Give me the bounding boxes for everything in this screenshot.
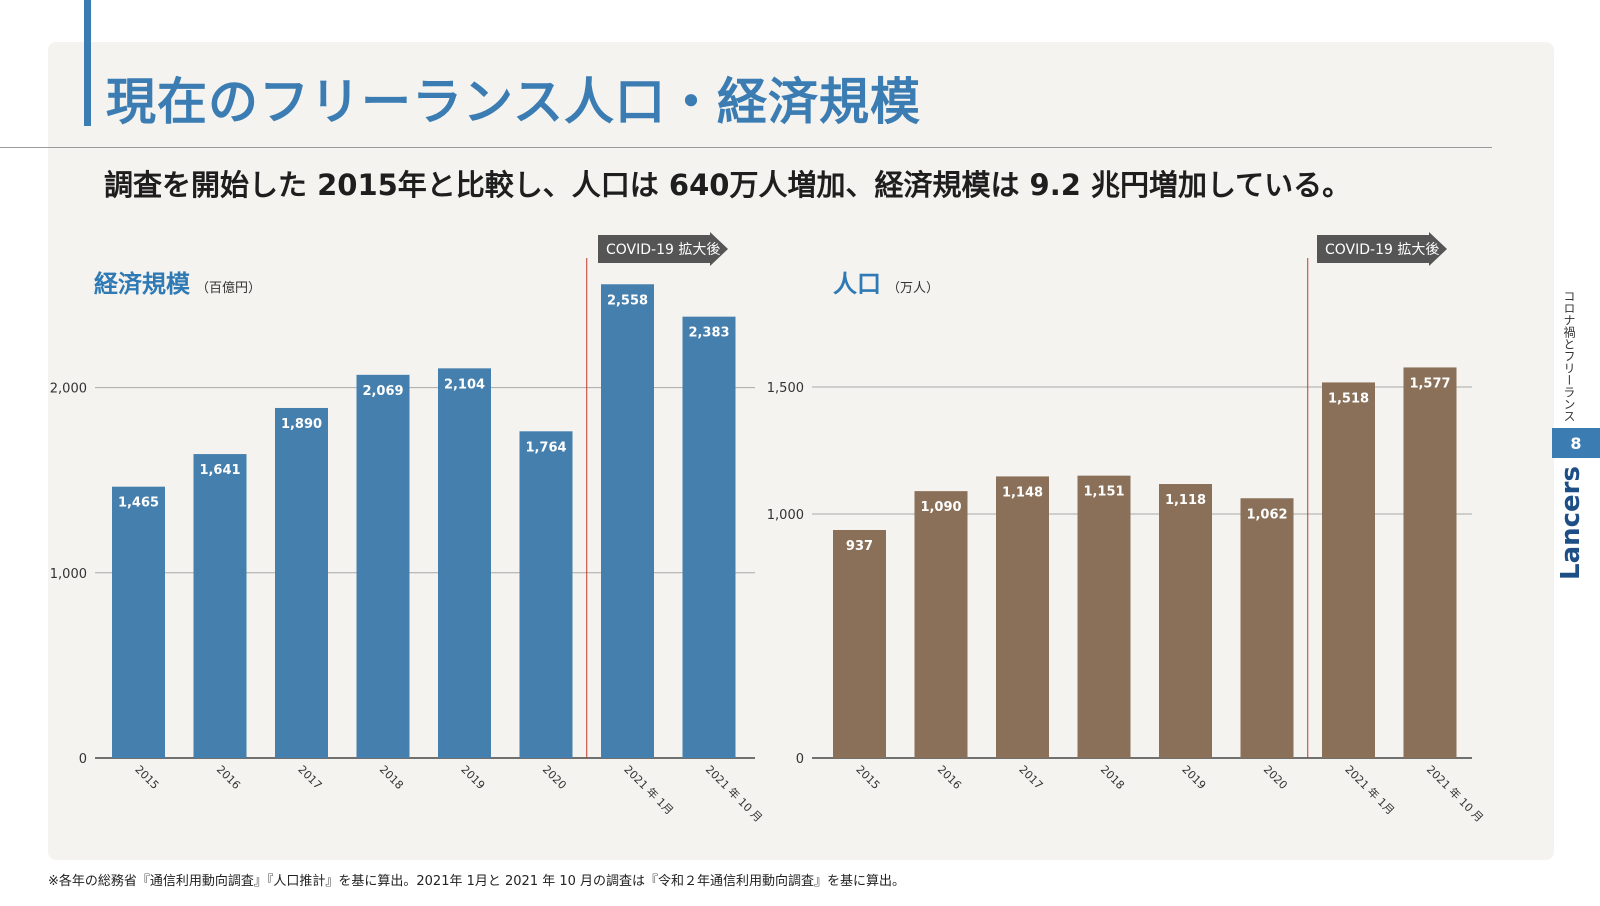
pop-chart-title-text: 人口 — [833, 270, 881, 298]
pop-bar — [914, 491, 968, 758]
pop-bar-label: 937 — [846, 539, 873, 554]
pop-ytick-label: 1,000 — [767, 508, 804, 523]
pop-xtick-label: 2018 — [1098, 763, 1127, 792]
econ-bar-label: 2,104 — [444, 377, 485, 392]
econ-bar — [275, 407, 328, 758]
econ-bar — [193, 454, 247, 758]
title-accent-bar — [84, 0, 91, 126]
econ-bar — [112, 486, 165, 758]
pop-bar — [1322, 382, 1375, 758]
pop-xtick-label: 2019 — [1179, 763, 1208, 792]
pop-bar-label: 1,151 — [1083, 485, 1124, 500]
econ-bar — [519, 431, 573, 758]
side-section-label: コロナ禍とフリーランス — [1562, 290, 1576, 422]
pop-xtick-label: 2021 年 1月 — [1342, 762, 1397, 817]
pop-xtick-label: 2016 — [935, 763, 964, 792]
pop-bar-label: 1,062 — [1246, 507, 1287, 522]
econ-ytick-label: 0 — [79, 752, 87, 767]
econ-chart-title-text: 経済規模 — [94, 270, 190, 298]
footnote: ※各年の総務省『通信利用動向調査』『人口推計』を基に算出。2021年 1月と 2… — [48, 874, 906, 889]
pop-covid-arrow-icon — [1317, 232, 1447, 266]
econ-covid-label: COVID-19 拡大後 — [606, 242, 721, 258]
pop-covid-annotation: COVID-19 拡大後 — [1317, 232, 1447, 266]
econ-bar-label: 1,764 — [525, 440, 566, 455]
pop-bar-label: 1,118 — [1165, 493, 1206, 508]
page-title: 現在のフリーランス人口・経済規模 — [106, 73, 921, 131]
pop-bar-label: 1,148 — [1002, 485, 1043, 500]
pop-bar — [1077, 475, 1131, 758]
econ-bar-label: 2,069 — [362, 384, 403, 399]
econ-chart-title: 経済規模 （百億円） — [94, 264, 261, 299]
econ-ytick-label: 1,000 — [50, 567, 87, 582]
econ-covid-annotation: COVID-19 拡大後 — [598, 232, 728, 266]
econ-bar — [682, 316, 736, 758]
pop-chart-title: 人口 （万人） — [833, 264, 939, 299]
pop-bar-label: 1,090 — [920, 500, 961, 515]
pop-xtick-label: 2015 — [853, 763, 882, 792]
pop-bar — [833, 530, 886, 758]
econ-bar-chart: 01,0002,0001,46520151,64120161,89020172,… — [50, 258, 765, 825]
pop-bar — [1403, 367, 1457, 758]
pop-xtick-label: 2021 年 10 月 — [1424, 762, 1487, 825]
pop-bar-label: 1,577 — [1409, 376, 1450, 391]
econ-bar-label: 1,465 — [118, 496, 159, 511]
pop-bar — [1240, 498, 1294, 758]
pop-ytick-label: 1,500 — [767, 381, 804, 396]
pop-xtick-label: 2017 — [1016, 763, 1045, 792]
pop-bar — [996, 476, 1049, 758]
pop-chart-unit: （万人） — [887, 281, 940, 296]
econ-ytick-label: 2,000 — [50, 382, 87, 397]
pop-bar-chart: 0 1,000 1,500 937 2015 1,090 2016 1,148 2017 1,15… — [767, 258, 1487, 825]
econ-bar-label: 2,558 — [607, 293, 648, 308]
page-number: 8 — [1552, 428, 1600, 458]
pop-xtick-label: 2020 — [1261, 763, 1290, 792]
pop-covid-label: COVID-19 拡大後 — [1325, 242, 1440, 258]
title-divider — [0, 147, 1492, 148]
pop-ytick-label: 0 — [796, 752, 804, 767]
econ-chart-unit: （百億円） — [196, 281, 262, 296]
econ-bar — [438, 368, 491, 758]
econ-bar — [356, 374, 410, 758]
econ-bar-label: 1,890 — [281, 417, 322, 432]
econ-bar-label: 2,383 — [688, 326, 729, 341]
page-subtitle: 調査を開始した 2015年と比較し、人口は 640万人増加、経済規模は 9.2 … — [104, 168, 1352, 202]
econ-bar-label: 1,641 — [199, 463, 240, 478]
pop-bar-label: 1,518 — [1328, 391, 1369, 406]
pop-bar — [1159, 484, 1212, 758]
econ-covid-arrow-icon — [598, 232, 728, 266]
econ-bar — [601, 284, 654, 758]
brand-logo: Lancers — [1556, 466, 1586, 580]
